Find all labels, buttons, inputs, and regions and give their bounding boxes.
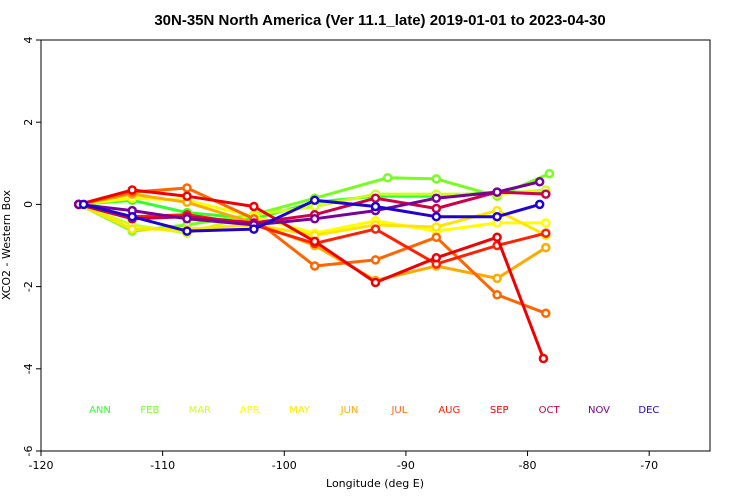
data-point <box>370 277 381 288</box>
data-point <box>182 226 192 236</box>
data-point <box>492 232 502 243</box>
data-point <box>534 177 545 187</box>
data-point <box>182 214 192 224</box>
data-point <box>492 290 502 300</box>
data-point <box>541 242 551 253</box>
x-tick-label: -80 <box>519 459 537 472</box>
data-point <box>492 187 502 197</box>
series-layer <box>73 168 555 364</box>
legend-entry: MAR <box>189 405 211 416</box>
data-point <box>249 224 259 234</box>
y-tick-label: -4 <box>22 363 35 374</box>
series-nov <box>73 177 545 230</box>
series-dec <box>78 195 545 236</box>
data-point <box>492 273 502 284</box>
data-point <box>431 211 442 222</box>
legend-entry: ANN <box>89 405 111 416</box>
data-point <box>431 203 442 214</box>
data-point <box>370 201 381 212</box>
x-tick-label: -120 <box>29 459 54 472</box>
data-point <box>127 224 137 234</box>
legend-entry: SEP <box>490 405 509 416</box>
legend-entry: MAY <box>289 405 311 416</box>
data-point <box>541 228 551 238</box>
data-point <box>78 199 89 210</box>
data-point <box>538 353 549 364</box>
data-point <box>431 222 442 232</box>
chart-title: 30N-35N North America (Ver 11.1_late) 20… <box>154 12 605 29</box>
data-point <box>541 218 551 228</box>
data-point <box>370 193 381 203</box>
data-point <box>309 261 320 271</box>
data-point <box>309 236 320 247</box>
data-point <box>541 189 551 199</box>
x-tick-label: -100 <box>272 459 297 472</box>
data-point <box>541 308 551 319</box>
data-point <box>127 211 137 222</box>
y-tick-label: -2 <box>22 281 35 292</box>
plot-frame <box>40 39 711 452</box>
legend: ANN FEB MAR APR MAY JUN JUL AUG SEP OCT NOV DEC <box>89 405 659 416</box>
data-point <box>309 195 320 206</box>
data-point <box>492 211 502 222</box>
x-axis-label: Longitude (deg E) <box>326 477 424 490</box>
data-point <box>431 174 442 184</box>
legend-entry: NOV <box>588 405 610 416</box>
data-point <box>127 185 137 195</box>
data-point <box>431 253 442 263</box>
data-point <box>534 199 545 210</box>
legend-entry: DEC <box>638 405 659 416</box>
x-tick-label: -110 <box>150 459 175 472</box>
legend-entry: FEB <box>140 405 159 416</box>
data-point <box>249 201 259 212</box>
data-point <box>182 191 192 201</box>
data-point <box>544 168 555 179</box>
data-point <box>382 172 393 183</box>
data-point <box>431 193 442 203</box>
axis-ticks: -120 -110 -100 -90 -80 -70 -6 -4 -2 0 2 4 <box>22 37 658 473</box>
data-point <box>370 224 381 234</box>
legend-entry: AUG <box>438 405 460 416</box>
y-axis-label: XCO2 - Western Box <box>0 189 13 300</box>
y-tick-label: -6 <box>22 446 35 457</box>
data-point <box>309 214 320 224</box>
y-tick-label: 2 <box>22 119 35 126</box>
data-point <box>182 183 192 193</box>
legend-entry: OCT <box>539 405 561 416</box>
legend-entry: JUL <box>390 405 407 416</box>
data-point <box>370 255 381 265</box>
y-tick-label: 4 <box>22 37 35 44</box>
legend-entry: APR <box>240 405 260 416</box>
legend-entry: JUN <box>340 405 359 416</box>
y-tick-label: 0 <box>22 201 35 208</box>
x-tick-label: -90 <box>397 459 415 472</box>
x-tick-label: -70 <box>640 459 658 472</box>
data-point <box>431 232 442 243</box>
